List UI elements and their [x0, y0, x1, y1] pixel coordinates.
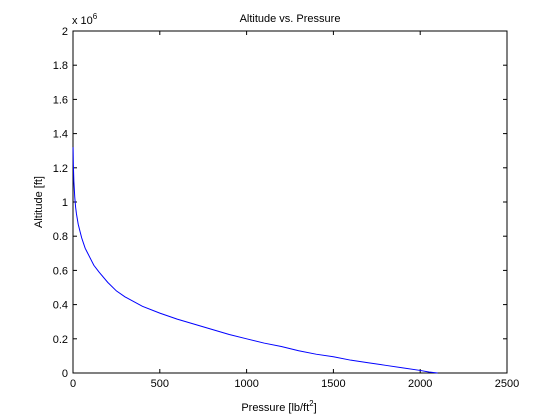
x-axis-label-main: Pressure [lb/ft — [241, 402, 309, 414]
x-tick-label: 2000 — [408, 378, 432, 390]
y-tick-label: 1.2 — [53, 163, 68, 175]
x-tick-label: 1000 — [234, 378, 258, 390]
y-tick-label: 0 — [62, 368, 68, 380]
x-tick-label: 500 — [151, 378, 169, 390]
x-axis-ticks: 0 500 1000 1500 2000 2500 — [70, 31, 519, 390]
series-line — [72, 147, 438, 374]
y-tick-label: 2 — [62, 26, 68, 38]
x-axis-label-end: ] — [314, 402, 317, 414]
y-exponent-base: x 10 — [72, 15, 93, 27]
chart-title: Altitude vs. Pressure — [240, 13, 341, 25]
y-exponent-power: 6 — [93, 12, 98, 21]
y-exponent-label: x 106 — [72, 12, 98, 27]
y-tick-label: 1.8 — [53, 60, 68, 72]
y-tick-label: 0.8 — [53, 231, 68, 243]
y-tick-label: 0.4 — [53, 300, 68, 312]
x-tick-label: 2500 — [495, 378, 519, 390]
x-axis-label: Pressure [lb/ft2] — [241, 399, 316, 414]
y-tick-label: 0.6 — [53, 265, 68, 277]
y-tick-label: 1 — [62, 197, 68, 209]
y-tick-label: 0.2 — [53, 334, 68, 346]
x-tick-label: 1500 — [321, 378, 345, 390]
x-tick-label: 0 — [70, 378, 76, 390]
y-axis-label: Altitude [ft] — [33, 176, 45, 228]
series-layer — [72, 147, 438, 374]
y-tick-label: 1.6 — [53, 94, 68, 106]
y-axis-ticks: 0 0.2 0.4 0.6 0.8 1 1.2 1.4 1.6 1.8 2 — [53, 26, 507, 380]
plot-area — [72, 30, 508, 374]
x-axis-label-sup: 2 — [309, 399, 314, 408]
y-tick-label: 1.4 — [53, 129, 68, 141]
